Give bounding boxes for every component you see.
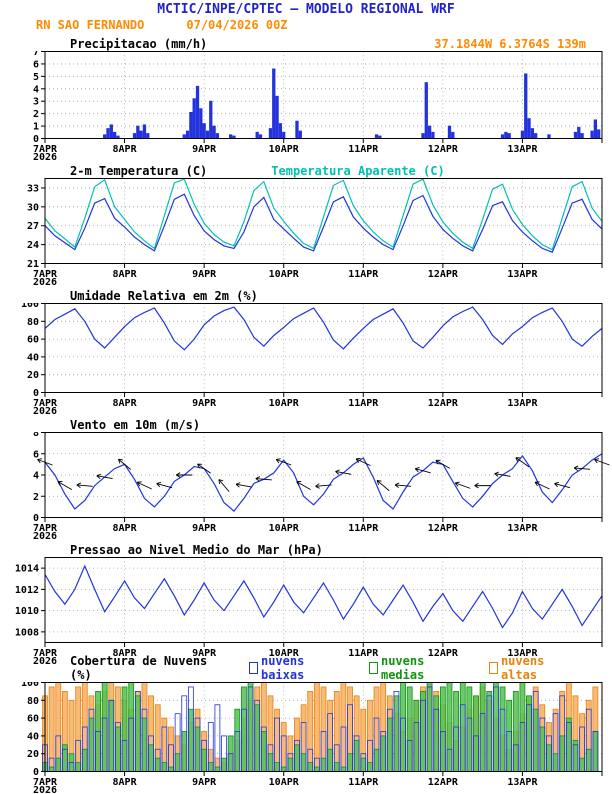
svg-text:13APR: 13APR [507, 144, 538, 155]
svg-text:10APR: 10APR [269, 777, 300, 788]
svg-text:2026: 2026 [33, 785, 57, 794]
svg-text:7: 7 [33, 51, 39, 58]
clouds-panel-title: Cobertura de Nuvens (%) [70, 654, 233, 682]
station-coordinates: 37.1844W 6.3764S 139m [434, 37, 586, 51]
svg-text:4: 4 [33, 471, 39, 482]
svg-text:11APR: 11APR [348, 777, 379, 788]
svg-text:10APR: 10APR [269, 144, 300, 155]
svg-text:1010: 1010 [15, 606, 39, 617]
clouds-title-row: Cobertura de Nuvens (%) nuvens baixas nu… [0, 665, 612, 682]
temp-panel-title: 2-m Temperatura (C) [70, 164, 207, 178]
svg-text:60: 60 [27, 335, 39, 346]
svg-text:13APR: 13APR [507, 777, 538, 788]
svg-text:24: 24 [27, 240, 39, 251]
pressure-panel-title: Pressao ao Nivel Medio do Mar (hPa) [70, 543, 323, 557]
svg-text:80: 80 [27, 696, 39, 707]
wind-panel-title: Vento em 10m (m/s) [70, 418, 200, 432]
mid-clouds-swatch-icon [369, 662, 378, 674]
high-clouds-swatch-icon [489, 662, 498, 674]
svg-text:20: 20 [27, 749, 39, 760]
svg-text:11APR: 11APR [348, 398, 379, 409]
svg-text:8APR: 8APR [113, 777, 138, 788]
svg-text:1008: 1008 [15, 627, 39, 638]
svg-text:12APR: 12APR [428, 269, 459, 280]
svg-text:2: 2 [33, 492, 39, 503]
svg-text:8: 8 [33, 432, 39, 439]
svg-text:5: 5 [33, 72, 39, 83]
apparent-temp-legend: Temperatura Aparente (C) [271, 164, 444, 178]
svg-text:9APR: 9APR [192, 144, 217, 155]
svg-text:13APR: 13APR [507, 269, 538, 280]
precip-title-row: Precipitacao (mm/h) 37.1844W 6.3764S 139… [0, 34, 612, 51]
wind-title-row: Vento em 10m (m/s) [0, 415, 612, 432]
svg-text:6: 6 [33, 59, 39, 70]
svg-text:40: 40 [27, 352, 39, 363]
svg-text:2026: 2026 [33, 531, 57, 540]
svg-text:8APR: 8APR [113, 144, 138, 155]
humidity-panel-title: Umidade Relativa em 2m (%) [70, 289, 258, 303]
svg-text:8APR: 8APR [113, 269, 138, 280]
svg-text:13APR: 13APR [507, 398, 538, 409]
low-clouds-legend-label: nuvens baixas [261, 654, 353, 682]
svg-text:40: 40 [27, 731, 39, 742]
svg-text:9APR: 9APR [192, 777, 217, 788]
svg-text:100: 100 [21, 303, 39, 310]
legend-item-low-clouds: nuvens baixas [249, 654, 353, 682]
station-name: RN SAO FERNANDO [36, 18, 144, 32]
svg-text:12APR: 12APR [428, 144, 459, 155]
svg-text:10APR: 10APR [269, 398, 300, 409]
run-datetime: 07/04/2026 00Z [186, 18, 287, 32]
svg-text:12APR: 12APR [428, 398, 459, 409]
svg-text:8APR: 8APR [113, 398, 138, 409]
svg-text:11APR: 11APR [348, 523, 379, 534]
svg-text:1: 1 [33, 122, 39, 133]
mid-clouds-legend-label: nuvens medias [381, 654, 473, 682]
svg-text:2026: 2026 [33, 656, 57, 665]
svg-text:80: 80 [27, 317, 39, 328]
high-clouds-legend-label: nuvens altas [501, 654, 586, 682]
humidity-title-row: Umidade Relativa em 2m (%) [0, 286, 612, 303]
svg-text:2026: 2026 [33, 277, 57, 286]
svg-text:1012: 1012 [15, 585, 39, 596]
low-clouds-swatch-icon [249, 662, 258, 674]
precip-panel-title: Precipitacao (mm/h) [70, 37, 207, 51]
svg-text:11APR: 11APR [348, 144, 379, 155]
svg-text:100: 100 [21, 682, 39, 689]
report-subtitle: RN SAO FERNANDO 07/04/2026 00Z [0, 18, 612, 34]
svg-text:2026: 2026 [33, 406, 57, 415]
svg-text:11APR: 11APR [348, 269, 379, 280]
svg-text:2: 2 [33, 109, 39, 120]
svg-text:6: 6 [33, 449, 39, 460]
svg-text:12APR: 12APR [428, 523, 459, 534]
svg-text:30: 30 [27, 202, 39, 213]
svg-text:10APR: 10APR [269, 523, 300, 534]
svg-text:33: 33 [27, 183, 39, 194]
temp-title-row: 2-m Temperatura (C) Temperatura Aparente… [0, 161, 612, 178]
svg-text:27: 27 [27, 221, 39, 232]
svg-text:4: 4 [33, 84, 39, 95]
svg-text:3: 3 [33, 97, 39, 108]
legend-item-mid-clouds: nuvens medias [369, 654, 473, 682]
svg-text:20: 20 [27, 370, 39, 381]
svg-text:2026: 2026 [33, 152, 57, 161]
svg-text:12APR: 12APR [428, 777, 459, 788]
svg-text:10APR: 10APR [269, 269, 300, 280]
pressure-title-row: Pressao ao Nivel Medio do Mar (hPa) [0, 540, 612, 557]
legend-item-high-clouds: nuvens altas [489, 654, 586, 682]
svg-text:60: 60 [27, 714, 39, 725]
svg-text:9APR: 9APR [192, 398, 217, 409]
svg-text:13APR: 13APR [507, 523, 538, 534]
svg-text:1014: 1014 [15, 564, 39, 575]
report-title: MCTIC/INPE/CPTEC — MODELO REGIONAL WRF [0, 0, 612, 18]
svg-text:9APR: 9APR [192, 269, 217, 280]
svg-text:8APR: 8APR [113, 523, 138, 534]
svg-text:9APR: 9APR [192, 523, 217, 534]
